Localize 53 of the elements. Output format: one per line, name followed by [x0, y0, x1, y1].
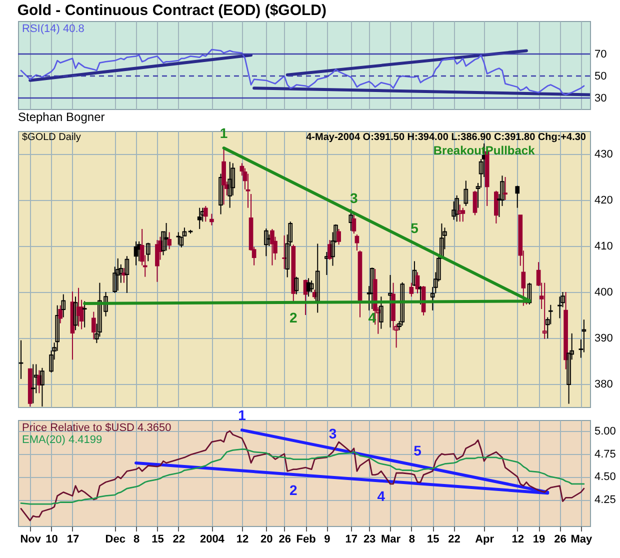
y-tick-label: 420	[594, 194, 613, 206]
annotation: 5	[410, 220, 419, 236]
x-tick-label: 2004	[200, 534, 226, 546]
x-tick-label: 9	[324, 534, 330, 546]
annotation: 3	[350, 190, 358, 206]
x-tick-label: 26	[278, 534, 291, 546]
y-tick-label: 70	[594, 48, 607, 60]
x-tick-label: Feb	[296, 534, 316, 546]
y-tick-label: 30	[594, 92, 607, 104]
x-tick-label: Mar	[380, 534, 402, 546]
x-tick-label: 8	[408, 534, 415, 546]
annotation: 3	[328, 425, 337, 442]
x-tick-label: 8	[133, 534, 140, 546]
x-tick-label: 23	[363, 534, 376, 546]
annotation: 4-May-2004 O:391.50 H:394.00 L:386.90 C:391.80 Chg:+4.30	[306, 132, 586, 143]
y-tick-label: 410	[594, 240, 613, 252]
x-tick-label: 20	[260, 534, 273, 546]
y-tick-label: 4.25	[594, 494, 616, 506]
annotation: 1	[238, 407, 246, 424]
chart-title: Gold - Continuous Contract (EOD) ($GOLD)	[17, 2, 326, 19]
x-tick-label: 19	[532, 534, 546, 546]
y-tick-label: 400	[594, 286, 613, 298]
x-tick-label: 15	[152, 534, 164, 546]
annotation: 5	[414, 442, 422, 459]
x-tick-label: 22	[448, 534, 460, 546]
y-tick-label: 4.75	[594, 448, 616, 460]
x-tick-label: 22	[172, 534, 186, 546]
x-tick-label: Dec	[105, 534, 126, 546]
x-tick-label: May	[570, 534, 593, 546]
y-tick-label: 390	[594, 332, 613, 344]
y-tick-label: 380	[594, 378, 613, 390]
annotation: 4	[377, 488, 386, 504]
text: Price Relative to $USD 4.3650	[22, 422, 172, 434]
x-tick-label: 26	[554, 534, 566, 546]
y-tick-label: 430	[594, 148, 613, 160]
x-tick-label: 15	[427, 534, 440, 546]
x-tick-label: 12	[512, 534, 524, 546]
x-tick-label: 17	[345, 534, 358, 546]
x-tick-label: Nov	[20, 534, 42, 546]
x-tick-label: 12	[236, 534, 249, 546]
x-tick-label: 17	[66, 534, 80, 546]
x-tick-label: 10	[46, 534, 58, 546]
annotation: 2	[290, 482, 298, 498]
annotation: $GOLD Daily	[22, 132, 81, 143]
annotation: 1	[220, 125, 228, 142]
y-tick-label: 4.50	[594, 471, 616, 484]
text: EMA(20) 4.4199	[22, 434, 102, 446]
text: RSI(14) 40.8	[22, 23, 84, 35]
chart-title: Stephan Bogner	[18, 110, 105, 124]
x-tick-label: Apr	[475, 534, 495, 546]
annotation: 2	[290, 310, 298, 326]
y-tick-label: 5.00	[594, 425, 616, 438]
y-tick-label: 50	[594, 70, 607, 82]
